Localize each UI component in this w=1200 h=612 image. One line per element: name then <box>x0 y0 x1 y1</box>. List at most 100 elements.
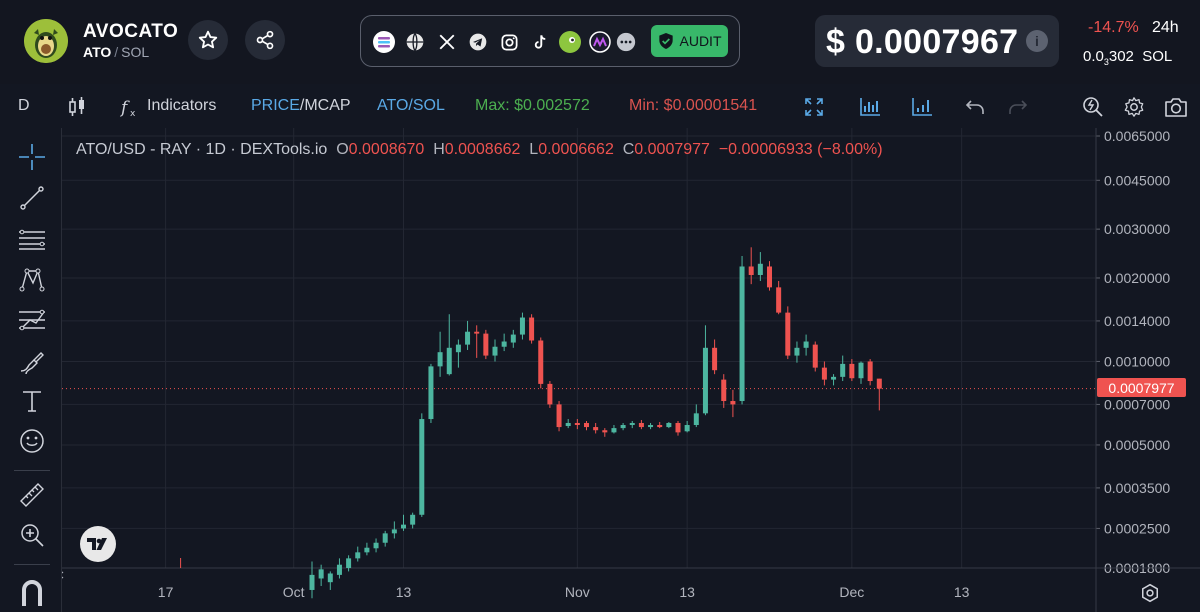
candle-body <box>739 266 745 402</box>
candle-body <box>812 344 818 368</box>
social-links-bar: AUDIT <box>360 15 740 67</box>
instagram-icon[interactable] <box>498 31 520 53</box>
candle-body <box>538 340 544 384</box>
brush-tool-icon[interactable] <box>17 347 47 377</box>
candle-body <box>831 376 837 380</box>
legend-high-value: 0.0008662 <box>444 141 521 158</box>
candle-body <box>565 422 571 427</box>
price-mcap-toggle[interactable]: PRICE/MCAP <box>251 97 351 115</box>
legend-close-value: 0.0007977 <box>634 141 710 158</box>
shield-check-icon <box>658 33 673 49</box>
candles-type-icon[interactable] <box>64 94 90 120</box>
sol-price-prefix: 0.0 <box>1083 48 1104 65</box>
candle-body <box>757 263 763 275</box>
candle-body <box>401 524 406 529</box>
candle-body <box>529 317 535 341</box>
current-price: $ 0.0007967 <box>826 23 1019 61</box>
tiktok-icon[interactable] <box>529 31 551 53</box>
x-tick-label: Nov <box>565 584 590 600</box>
telegram-icon[interactable] <box>467 31 489 53</box>
coingecko-icon[interactable] <box>559 31 581 53</box>
zoom-in-tool-icon[interactable] <box>17 520 47 550</box>
fullscreen-icon[interactable] <box>801 94 827 120</box>
legend-change: −0.00006933 (−8.00%) <box>718 141 883 158</box>
trend-line-tool-icon[interactable] <box>17 183 47 213</box>
magnet-tool-icon[interactable] <box>17 577 47 607</box>
y-tick-label: 0.0030000 <box>1104 221 1170 237</box>
legend-title: ATO/USD - RAY · 1D · DEXTools.io <box>76 141 328 158</box>
current-price-tag: 0.0007977 <box>1097 378 1186 397</box>
x-tick-label: Oct <box>283 584 305 600</box>
coinmarketcap-icon[interactable] <box>589 31 611 53</box>
candle-body <box>840 363 846 377</box>
info-icon[interactable]: i <box>1026 30 1048 52</box>
text-tool-icon[interactable] <box>17 386 47 416</box>
candle-body <box>391 529 397 534</box>
y-tick-label: 0.0065000 <box>1104 128 1170 144</box>
y-tick-label: 0.0020000 <box>1104 270 1170 286</box>
candle-body <box>492 346 498 356</box>
audit-button[interactable]: AUDIT <box>651 25 728 57</box>
prediction-tool-icon[interactable] <box>17 306 47 336</box>
ruler-tool-icon[interactable] <box>17 480 47 510</box>
emoji-tool-icon[interactable] <box>17 426 47 456</box>
y-tick-label: 0.0005000 <box>1104 437 1170 453</box>
chart-bars-icon[interactable] <box>909 94 935 120</box>
candle-body <box>410 514 416 525</box>
tools-divider <box>14 564 50 565</box>
favorite-button[interactable] <box>188 20 228 60</box>
price-chart[interactable]: 0.0065000 0.0045000 0.0030000 0.0020000 0.00… <box>62 128 1200 612</box>
y-tick-label: 0.0002500 <box>1104 520 1170 536</box>
crosshair-tool-icon[interactable] <box>17 142 47 172</box>
candle-body <box>767 266 772 288</box>
candle-body <box>611 428 617 433</box>
token-pair: ATO / SOL <box>83 44 149 60</box>
candle-body <box>465 331 471 345</box>
star-icon <box>198 30 218 49</box>
candle-body <box>858 362 864 379</box>
candle-body <box>794 347 800 356</box>
pattern-tool-icon[interactable] <box>17 265 47 295</box>
redo-icon[interactable] <box>1005 94 1031 120</box>
y-tick-label: 0.0010000 <box>1104 353 1170 369</box>
tools-divider <box>14 470 50 471</box>
undo-icon[interactable] <box>962 94 988 120</box>
share-icon <box>256 30 274 50</box>
volume-bars-icon[interactable] <box>857 94 883 120</box>
globe-icon[interactable] <box>404 31 426 53</box>
pair-toggle[interactable]: ATO/SOL <box>377 97 445 114</box>
x-icon[interactable] <box>436 31 458 53</box>
interval-selector[interactable]: D <box>18 97 30 114</box>
camera-icon[interactable] <box>1163 94 1189 120</box>
candle-body <box>849 363 855 379</box>
share-button[interactable] <box>245 20 285 60</box>
quick-search-icon[interactable] <box>1080 94 1106 120</box>
settings-icon[interactable] <box>1121 94 1147 120</box>
legend-open-value: 0.0008670 <box>348 141 425 158</box>
stack-icon[interactable] <box>373 31 395 53</box>
candle-body <box>675 422 681 433</box>
tradingview-logo[interactable] <box>80 526 116 562</box>
candle-body <box>382 533 388 543</box>
scroll-left-icon <box>62 571 64 579</box>
legend-high-label: H <box>433 141 445 158</box>
candle-body <box>776 287 782 313</box>
min-price-label: Min: $0.00001541 <box>629 97 758 114</box>
candle-body <box>364 547 370 553</box>
price-change-24h: -14.7% <box>1088 19 1139 36</box>
candle-body <box>428 366 434 420</box>
chart-settings-icon[interactable] <box>1138 581 1162 605</box>
y-tick-label: 0.0045000 <box>1104 172 1170 188</box>
horizontal-lines-tool-icon[interactable] <box>17 225 47 255</box>
candle-body <box>455 344 461 353</box>
candle-body <box>693 413 699 426</box>
more-icon[interactable] <box>615 31 637 53</box>
candle-body <box>657 425 663 428</box>
candle-body <box>712 347 718 371</box>
sol-price-zeros: 3 <box>1103 57 1109 67</box>
candle-body <box>373 542 379 549</box>
candle-body <box>556 404 562 428</box>
candle-body <box>748 266 754 275</box>
indicators-button[interactable]: Indicators <box>147 97 217 114</box>
